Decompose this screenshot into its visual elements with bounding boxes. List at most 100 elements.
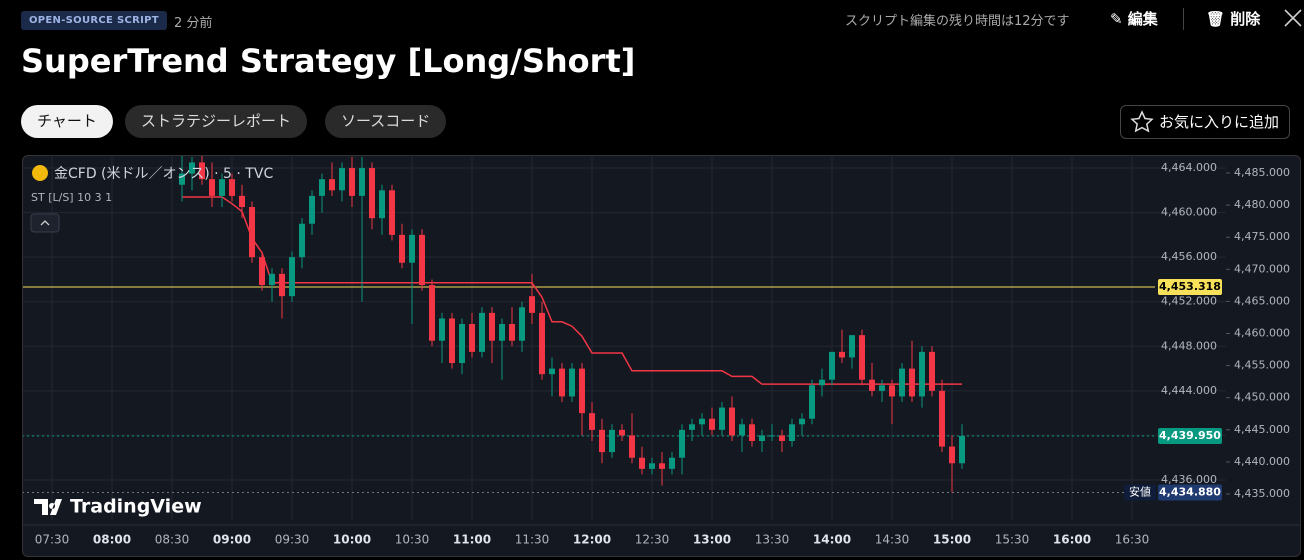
y2-tick-label: 4,455.000 — [1234, 359, 1290, 372]
candle-body — [599, 429, 605, 453]
candle-body — [489, 312, 495, 341]
price-label-box — [1158, 279, 1222, 296]
candle-body — [889, 385, 895, 397]
candle-body — [719, 407, 725, 430]
candle-body — [509, 324, 515, 341]
y2-tick-label: 4,480.000 — [1234, 198, 1290, 211]
price-label-box — [1158, 427, 1222, 444]
candle-body — [189, 162, 195, 174]
candle-body — [709, 418, 715, 430]
tab[interactable]: ソースコード — [325, 105, 447, 138]
candle-body — [299, 223, 305, 258]
title: SuperTrend Strategy [Long/Short] — [21, 42, 636, 80]
x-tick-label: 15:30 — [995, 533, 1030, 547]
collapse-icon — [40, 220, 50, 226]
chart: 4,436.000 4,440.000 4,444.000 4,448.000 4,45… — [23, 156, 1300, 547]
delete-label[interactable]: 削除 — [1230, 10, 1261, 28]
age: 2 分前 — [174, 16, 213, 31]
candle-body — [629, 435, 635, 458]
tab[interactable]: ストラテジーレポート — [125, 105, 308, 138]
y-tick-label: 4,436.000 — [1161, 473, 1217, 486]
price-label-name: 安値 — [1129, 484, 1151, 498]
candle-body — [769, 435, 775, 437]
candle-body — [559, 368, 565, 397]
candle-body — [539, 312, 545, 375]
candle-body — [179, 173, 185, 185]
candle-body — [329, 179, 335, 191]
y2-tick-label: 4,485.000 — [1234, 166, 1290, 179]
close-button[interactable] — [1283, 8, 1303, 28]
candle-body — [829, 351, 835, 380]
candle-body — [389, 190, 395, 235]
x-tick-label: 15:00 — [933, 533, 971, 547]
candle-body — [739, 424, 745, 436]
candle-body — [279, 273, 285, 297]
delete-button[interactable]: 🗑 削除 — [1206, 10, 1261, 28]
candle-body — [199, 162, 205, 180]
y2-tick-label: 4,475.000 — [1234, 230, 1290, 243]
candle-body — [469, 324, 475, 352]
candle-body — [779, 435, 785, 442]
candle-body — [939, 390, 945, 447]
favorite-button[interactable]: お気に入りに追加 — [1120, 105, 1291, 139]
candle-body — [529, 296, 535, 313]
candle-body — [809, 385, 815, 419]
candle-body — [919, 351, 925, 397]
y2-tick-label: 4,470.000 — [1234, 262, 1290, 275]
x-tick-label: 16:00 — [1053, 533, 1091, 547]
candle-body — [359, 168, 365, 196]
x-tick-label: 07:30 — [35, 533, 70, 547]
x-tick-label: 14:30 — [875, 533, 910, 547]
candle-body — [689, 424, 695, 430]
watermark: TradingView — [70, 496, 202, 518]
x-tick-label: 11:00 — [453, 533, 491, 547]
candle-body — [549, 368, 555, 375]
edit-notice: スクリプト編集の残り時間は12分です — [845, 14, 1070, 29]
indicator-legend: ST [L/S] 10 3 1 — [31, 191, 112, 204]
candle-body — [679, 429, 685, 458]
candle-body — [219, 179, 225, 196]
y2-tick-label: 4,460.000 — [1234, 326, 1290, 339]
candle-body — [789, 424, 795, 442]
candle-body — [699, 418, 705, 425]
price-label: 4,439.950 — [1159, 429, 1221, 442]
candle-body — [569, 368, 575, 397]
candle-body — [869, 379, 875, 391]
candle-body — [849, 335, 855, 358]
candle-body — [209, 179, 215, 196]
y-tick-label: 4,464.000 — [1161, 161, 1217, 174]
x-tick-label: 09:00 — [213, 533, 251, 547]
x-tick-label: 13:30 — [755, 533, 790, 547]
x-tick-label: 12:00 — [573, 533, 611, 547]
candle-body — [319, 179, 325, 196]
x-tick-label: 16:30 — [1115, 533, 1150, 547]
star-icon — [1130, 110, 1154, 133]
collapse-button[interactable] — [30, 213, 60, 233]
candle-body — [669, 457, 675, 469]
x-tick-label: 10:00 — [333, 533, 371, 547]
candle-body — [259, 257, 265, 286]
plot: 4,436.000 4,440.000 4,444.000 4,448.000 4,45… — [23, 156, 1300, 547]
candle-body — [289, 257, 295, 297]
tab[interactable]: チャート — [21, 105, 113, 138]
candle-body — [929, 351, 935, 391]
y-tick-label: 4,460.000 — [1161, 206, 1217, 219]
edit-button[interactable]: ✎ 編集 — [1110, 10, 1158, 28]
candle-body — [589, 413, 595, 430]
y-tick-label: 4,452.000 — [1161, 295, 1217, 308]
y-tick-label: 4,444.000 — [1161, 384, 1217, 397]
candle-body — [859, 335, 865, 380]
candle-body — [879, 385, 885, 391]
candle-body — [499, 324, 505, 341]
candle-body — [519, 307, 525, 341]
divider — [1183, 8, 1184, 30]
x-tick-label: 09:30 — [275, 533, 310, 547]
edit-label[interactable]: 編集 — [1127, 10, 1158, 28]
y2-tick-label: 4,445.000 — [1234, 423, 1290, 436]
price-label: 4,434.880 — [1159, 485, 1221, 498]
x-tick-label: 14:00 — [813, 533, 851, 547]
favorite-label[interactable]: お気に入りに追加 — [1159, 113, 1280, 131]
candle-body — [819, 379, 825, 386]
candle-body — [909, 368, 915, 397]
